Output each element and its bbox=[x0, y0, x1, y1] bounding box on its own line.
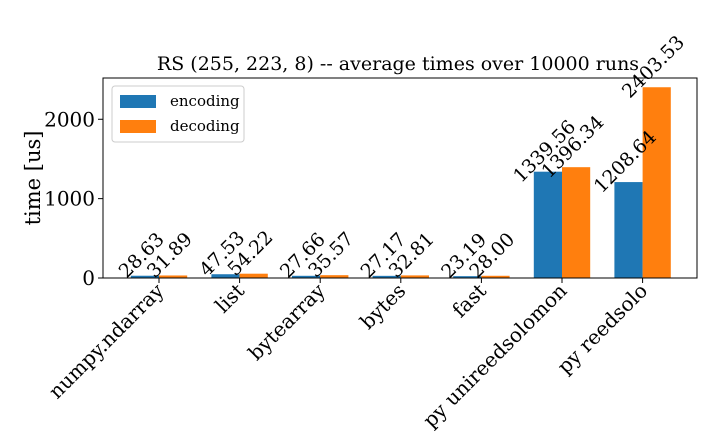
bar-decoding-6 bbox=[642, 87, 671, 279]
bar-encoding-5 bbox=[533, 171, 562, 278]
x-tick-label: list bbox=[210, 279, 249, 318]
legend-swatch-encoding bbox=[120, 95, 156, 108]
legend-label-decoding: decoding bbox=[170, 117, 240, 135]
axes-frame bbox=[102, 77, 698, 279]
bar-decoding-1 bbox=[239, 273, 268, 278]
legend-swatch-decoding bbox=[120, 120, 156, 133]
x-tick-label: bytearray bbox=[243, 278, 330, 365]
bar-encoding-6 bbox=[614, 182, 643, 278]
y-tick-label: 2000 bbox=[44, 107, 95, 131]
bar-encoding-4 bbox=[453, 276, 482, 278]
legend: encoding decoding bbox=[111, 85, 245, 143]
chart-title: RS (255, 223, 8) -- average times over 1… bbox=[157, 53, 639, 75]
bar-decoding-4 bbox=[481, 275, 510, 278]
bar-encoding-2 bbox=[292, 275, 321, 278]
bar-encoding-0 bbox=[130, 275, 159, 278]
bar-encoding-1 bbox=[211, 274, 240, 278]
x-tick-label: bytes bbox=[355, 279, 410, 334]
bar-decoding-3 bbox=[400, 275, 429, 278]
y-axis-label: time [us] bbox=[21, 131, 45, 226]
y-tick-label: 1000 bbox=[44, 187, 95, 211]
y-tick-label: 0 bbox=[82, 266, 95, 290]
x-tick-label: numpy.ndarray bbox=[44, 278, 169, 403]
bar-decoding-2 bbox=[320, 275, 349, 278]
bar-decoding-5 bbox=[562, 167, 591, 278]
x-tick-label: py unireedsolomon bbox=[418, 278, 572, 432]
bar-decoding-0 bbox=[159, 275, 188, 278]
bar-encoding-3 bbox=[372, 275, 401, 278]
legend-label-encoding: encoding bbox=[170, 92, 240, 110]
x-tick-label: fast bbox=[447, 279, 491, 323]
